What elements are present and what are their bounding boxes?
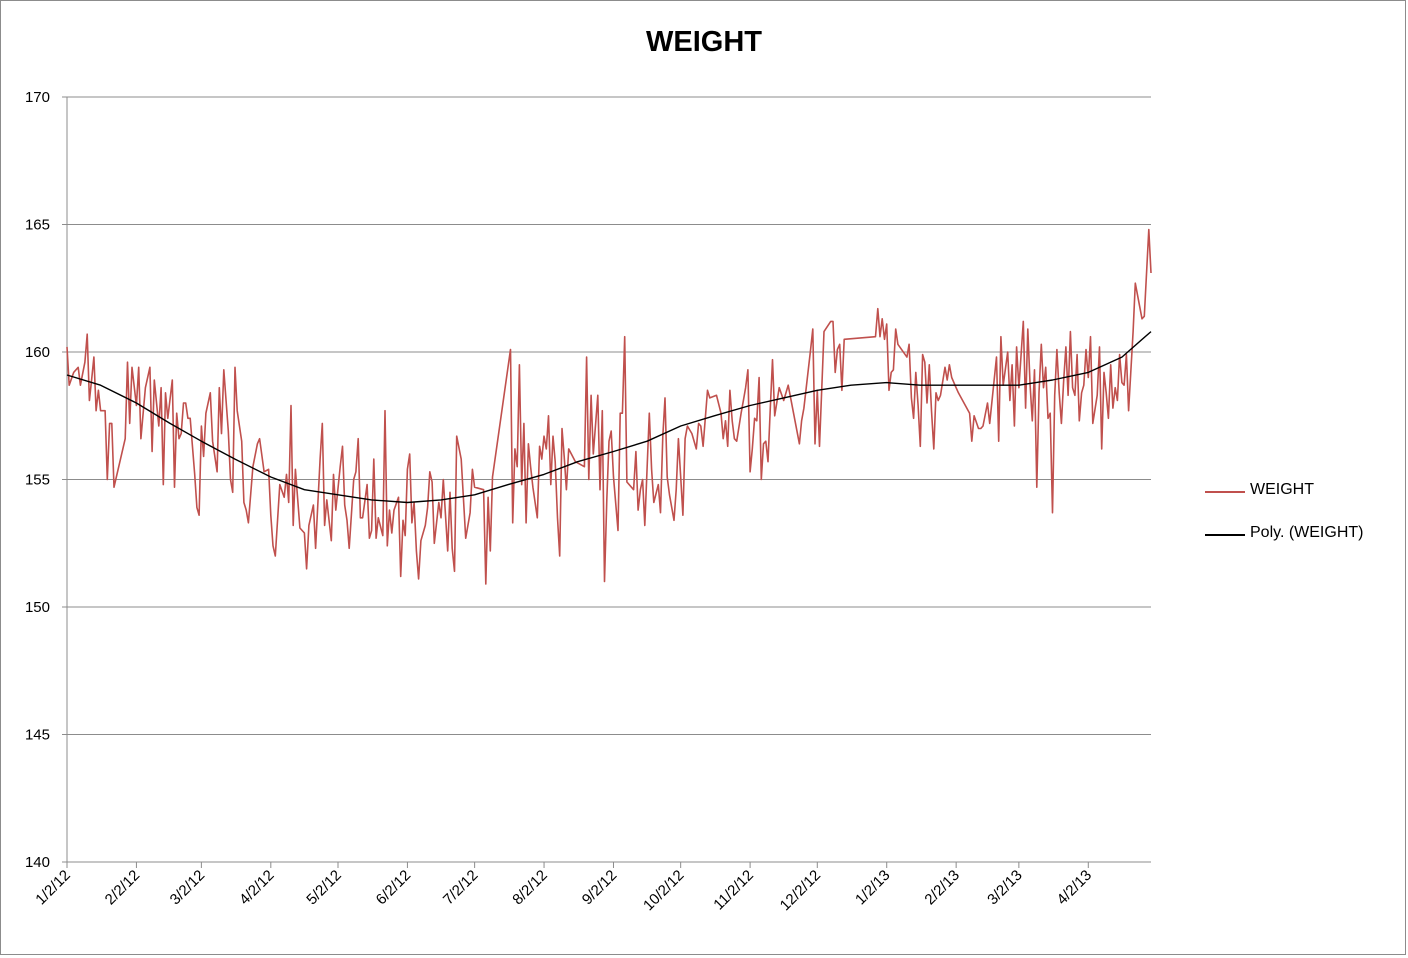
x-tick-label: 1/2/13 bbox=[852, 867, 894, 909]
x-tick-label: 2/2/13 bbox=[921, 867, 963, 909]
legend-label-trend: Poly. (WEIGHT) bbox=[1250, 524, 1364, 541]
series-line-weight bbox=[66, 228, 1152, 585]
x-tick-label: 7/2/12 bbox=[440, 867, 482, 909]
chart-title: WEIGHT bbox=[646, 26, 762, 58]
x-tick-label: 4/2/13 bbox=[1054, 867, 1096, 909]
x-tick-label: 3/2/13 bbox=[984, 867, 1026, 909]
legend-swatch-weight bbox=[1205, 491, 1245, 493]
y-tick-label: 165 bbox=[25, 217, 50, 234]
x-tick-label: 5/2/12 bbox=[303, 867, 345, 909]
x-tick-label: 10/2/12 bbox=[640, 867, 687, 914]
x-tick-label: 12/2/12 bbox=[777, 867, 824, 914]
y-tick-label: 150 bbox=[25, 599, 50, 616]
series-line-trend bbox=[66, 331, 1152, 504]
y-tick-label: 170 bbox=[25, 89, 50, 106]
y-tick-label: 140 bbox=[25, 854, 50, 871]
x-tick-label: 2/2/12 bbox=[102, 867, 144, 909]
x-tick-label: 1/2/12 bbox=[32, 867, 74, 909]
legend-swatch-trend bbox=[1205, 534, 1245, 536]
x-tick-label: 6/2/12 bbox=[373, 867, 415, 909]
legend-label-weight: WEIGHT bbox=[1250, 481, 1314, 498]
x-tick-label: 11/2/12 bbox=[710, 867, 757, 914]
y-tick-label: 145 bbox=[25, 727, 50, 744]
y-tick-label: 155 bbox=[25, 472, 50, 489]
y-tick-label: 160 bbox=[25, 344, 50, 361]
x-tick-label: 9/2/12 bbox=[579, 867, 621, 909]
x-tick-label: 8/2/12 bbox=[509, 867, 551, 909]
x-tick-label: 4/2/12 bbox=[236, 867, 278, 909]
x-tick-label: 3/2/12 bbox=[167, 867, 209, 909]
